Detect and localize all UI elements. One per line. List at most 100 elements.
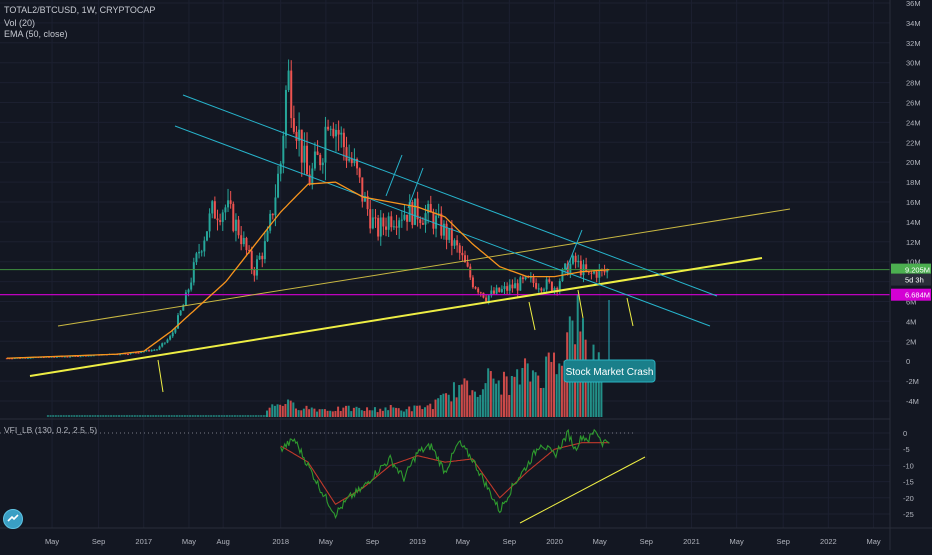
x-tick-label: 2022	[820, 537, 837, 546]
volume-bar	[352, 407, 355, 417]
candle	[232, 203, 235, 231]
candle	[216, 218, 219, 221]
volume-bar	[131, 415, 134, 417]
volume-bar	[49, 415, 52, 417]
volume-bar	[62, 415, 65, 417]
volume-bar	[437, 398, 440, 417]
candle	[385, 226, 388, 230]
candle	[500, 289, 503, 292]
support-touch-arrow	[157, 359, 164, 393]
ema-indicator-label[interactable]: EMA (50, close)	[4, 29, 68, 39]
candle	[464, 255, 467, 263]
candle	[427, 204, 430, 214]
candle	[303, 145, 306, 163]
candle	[377, 218, 380, 237]
volume-bar	[344, 405, 347, 417]
candle	[198, 251, 201, 254]
candle	[345, 147, 348, 161]
y-tick-label: 2M	[906, 337, 916, 346]
candle	[134, 352, 137, 354]
volume-bar	[463, 378, 466, 417]
x-tick-label: 2021	[683, 537, 700, 546]
candle	[229, 200, 232, 204]
candle	[295, 131, 298, 141]
candle	[166, 339, 169, 343]
candle	[408, 202, 411, 222]
tradingview-logo-icon[interactable]	[3, 509, 23, 529]
x-tick-label: May	[866, 537, 880, 546]
candle	[219, 220, 222, 222]
vfi-y-tick-label: -25	[903, 510, 914, 519]
candle	[358, 168, 361, 178]
volume-bar	[513, 376, 516, 417]
candle	[571, 255, 574, 264]
y-tick-label: 4M	[906, 317, 916, 326]
volume-bar	[297, 410, 300, 417]
volume-indicator-label[interactable]: Vol (20)	[4, 18, 36, 28]
volume-bar	[78, 415, 81, 417]
volume-bar	[542, 387, 545, 417]
candle	[374, 217, 377, 219]
candle	[319, 154, 322, 166]
vfi-indicator-label[interactable]: VFI_LB (130, 0.2, 2.5, 5)	[4, 425, 98, 435]
candle	[519, 277, 522, 291]
volume-bar	[260, 415, 263, 417]
candle	[540, 288, 543, 291]
crash-annotation-label: Stock Market Crash	[566, 367, 654, 378]
x-tick-label: May	[319, 537, 333, 546]
volume-bar	[376, 412, 379, 417]
candle	[366, 195, 369, 210]
volume-bar	[313, 408, 316, 417]
volume-bar	[89, 415, 92, 417]
volume-bar	[181, 415, 184, 417]
volume-bar	[316, 411, 319, 417]
volume-bar	[476, 396, 479, 417]
volume-bar	[233, 415, 236, 417]
volume-bar	[160, 415, 163, 417]
candle	[606, 269, 609, 273]
candle	[406, 214, 409, 222]
volume-bar	[81, 415, 84, 417]
volume-bar	[265, 415, 268, 417]
candle	[553, 287, 556, 292]
volume-bar	[310, 407, 313, 417]
candle	[284, 89, 287, 136]
volume-bar	[587, 374, 590, 417]
candle	[211, 201, 214, 214]
candle	[279, 163, 282, 174]
volume-bar	[389, 405, 392, 417]
volume-bar	[60, 415, 63, 417]
volume-bar	[212, 415, 215, 417]
volume-bar	[560, 365, 563, 417]
candle	[445, 223, 448, 240]
candle	[532, 277, 535, 283]
y-tick-label: -4M	[906, 397, 919, 406]
volume-bar	[183, 415, 186, 417]
y-tick-label: 16M	[906, 198, 921, 207]
x-tick-label: Sep	[503, 537, 516, 546]
candle	[316, 151, 319, 155]
candle	[593, 271, 596, 274]
candle	[503, 286, 506, 290]
candle	[432, 212, 435, 229]
support-trendline	[29, 257, 763, 377]
candle	[514, 283, 517, 289]
volume-bar	[474, 391, 477, 417]
candle	[529, 277, 532, 279]
volume-bar	[450, 401, 453, 417]
volume-bar	[249, 415, 252, 417]
volume-bar	[529, 381, 532, 417]
candle	[269, 213, 272, 231]
y-tick-label: 32M	[906, 39, 921, 48]
price-badge-label: 6.684M	[905, 291, 930, 300]
candle	[153, 349, 156, 351]
candle	[261, 255, 264, 260]
volume-bar	[268, 407, 271, 417]
candle	[327, 126, 330, 130]
volume-bar	[146, 415, 149, 417]
symbol-title[interactable]: TOTAL2/BTCUSD, 1W, CRYPTOCAP	[4, 5, 156, 15]
candle	[508, 284, 511, 291]
crash-annotation[interactable]: Stock Market Crash	[563, 359, 656, 383]
